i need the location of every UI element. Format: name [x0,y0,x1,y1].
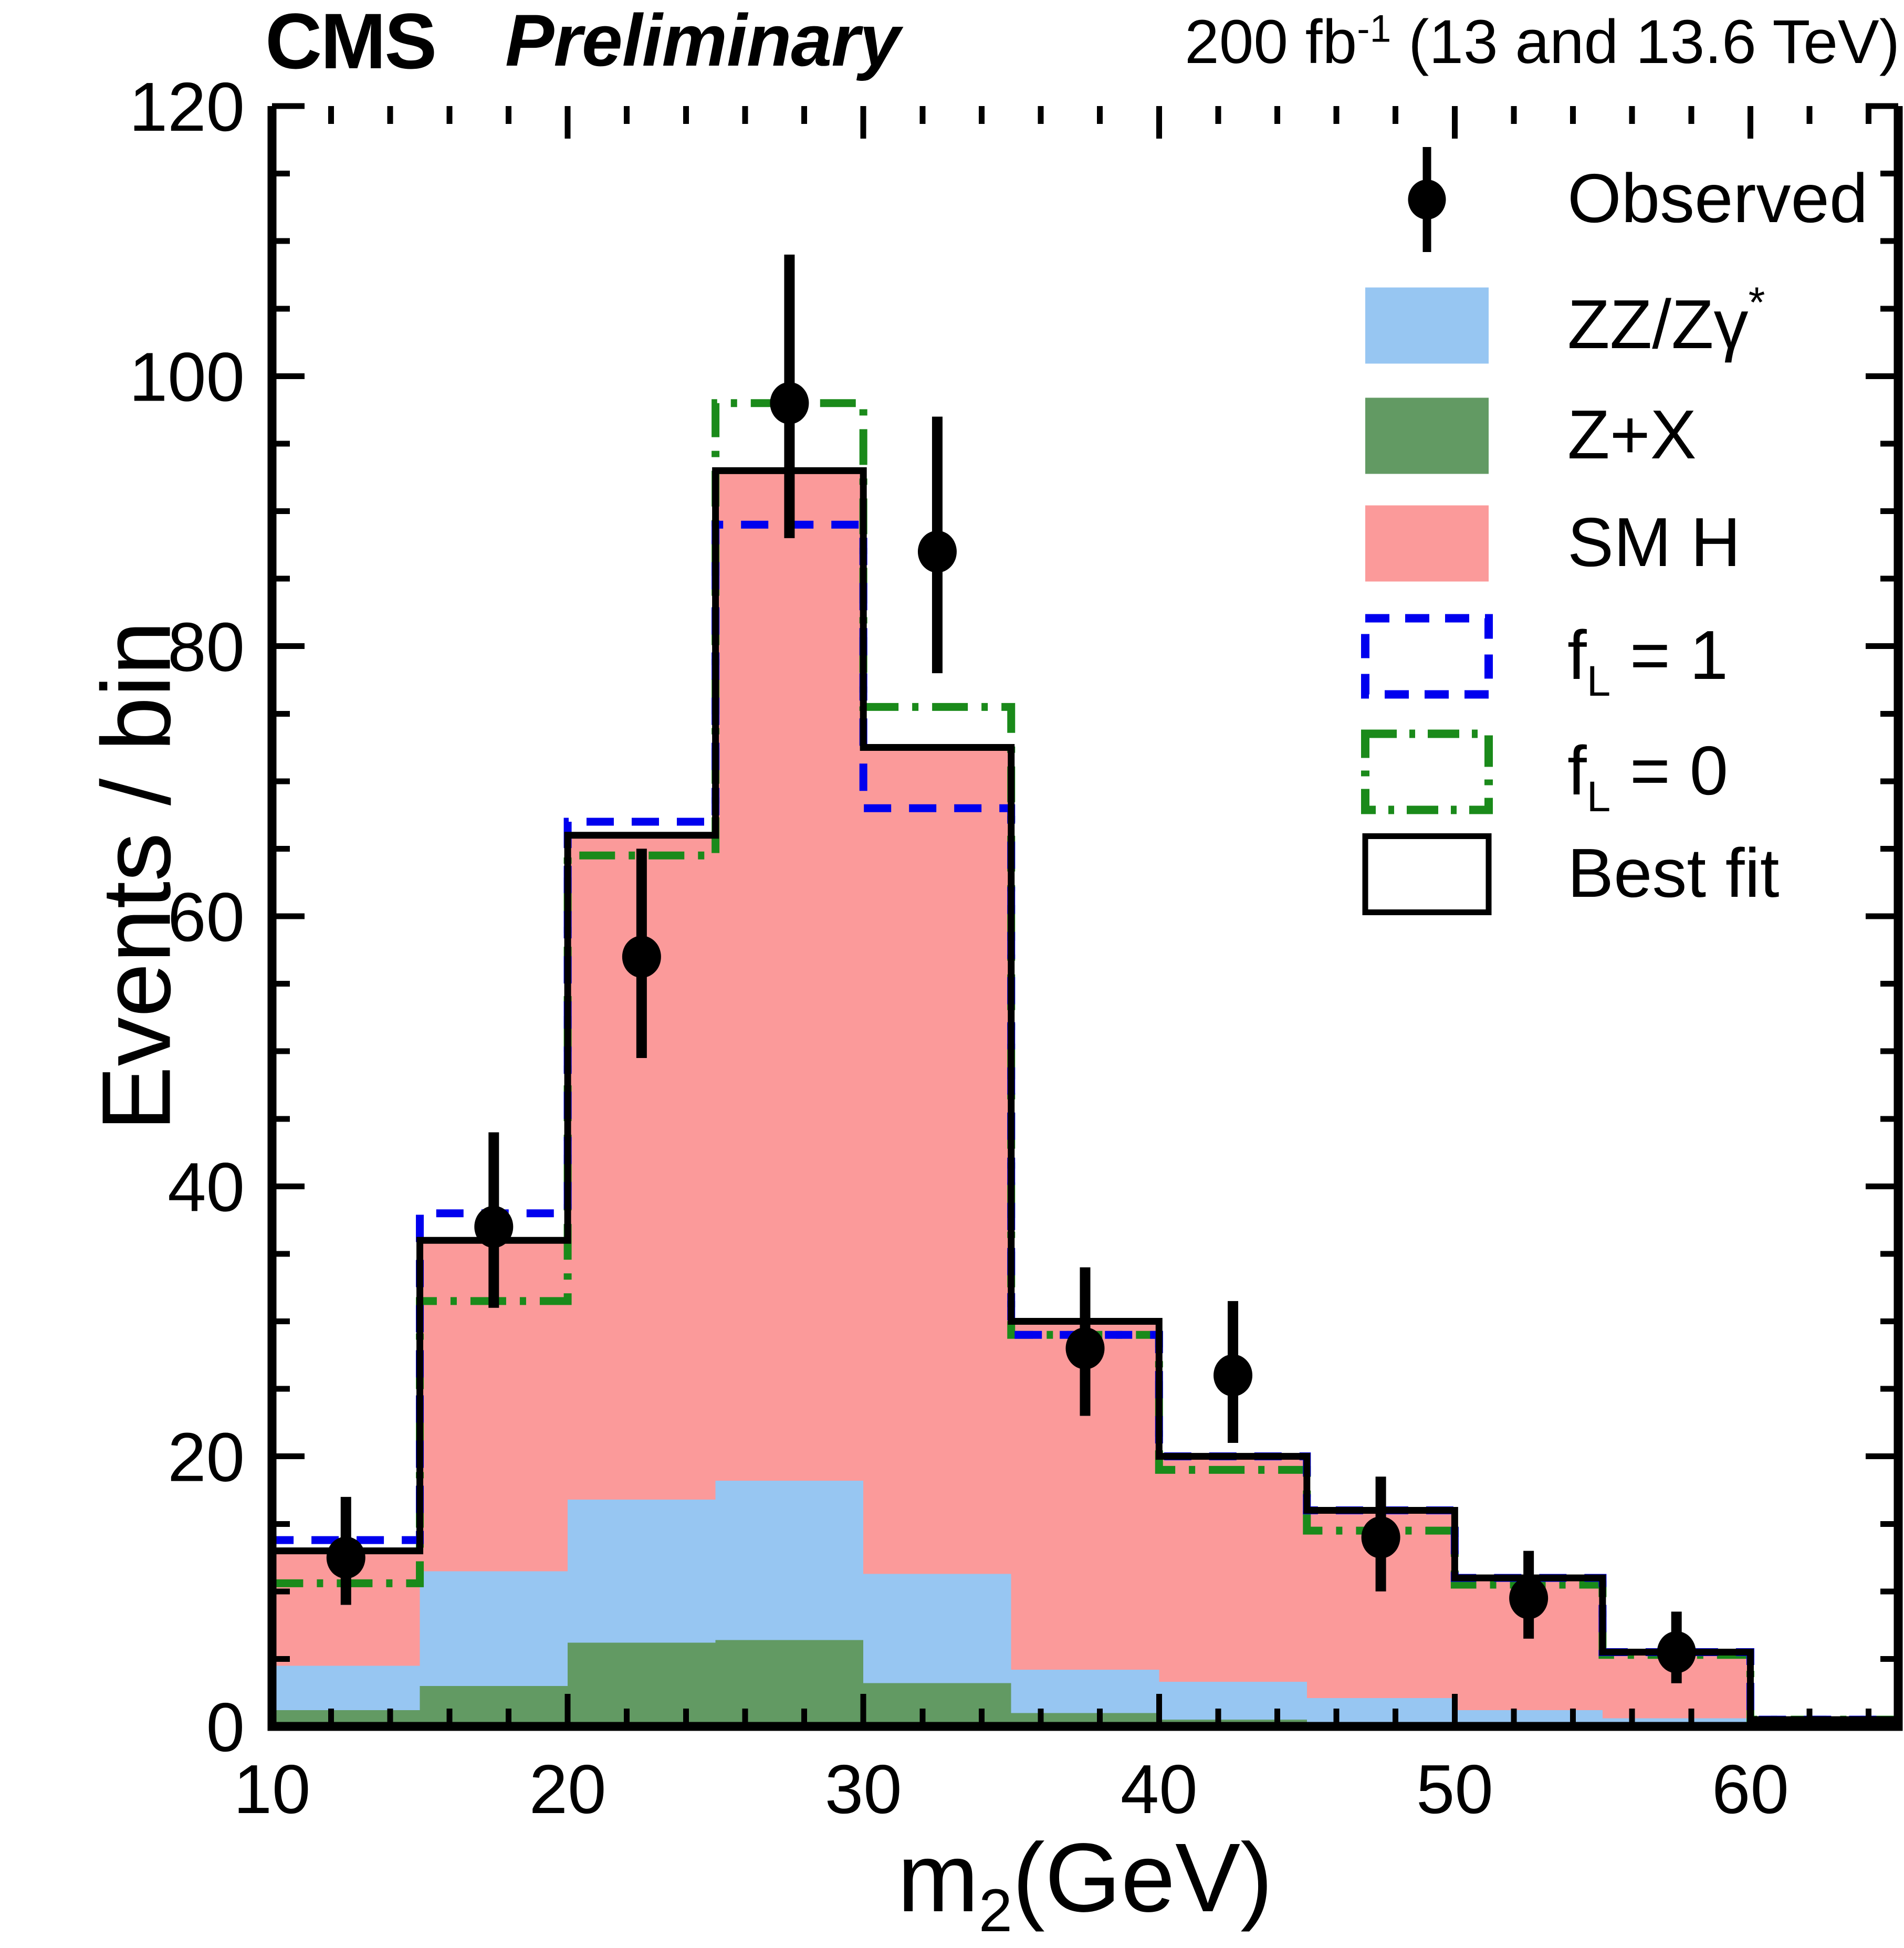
observed-marker [1213,1354,1253,1397]
stack-segment [1159,1682,1307,1720]
x-axis-title-main: m [897,1824,979,1932]
stack-segment [715,470,864,1481]
stack-segment [863,1683,1011,1726]
legend-entry[interactable]: ZZ/Zγ* [1365,279,1765,364]
legend-entry[interactable]: Best fit [1362,833,1779,915]
observed-marker [1657,1631,1696,1673]
axis-frame [267,106,1903,1731]
y-tick-label: 40 [168,1148,245,1226]
legend-outline-swatch [1361,729,1493,814]
x-axis-title-unit: (GeV) [1012,1824,1273,1932]
legend-label: Best fit [1567,834,1779,912]
legend-entry[interactable]: Z+X [1365,396,1697,474]
observed-marker [1065,1327,1105,1369]
frame-lines [267,106,1903,1731]
stack-segment [272,1666,420,1711]
legend-label: SM H [1567,504,1741,581]
observed-marker [1361,1516,1400,1558]
legend-point-icon [1408,180,1446,219]
stack-segment [568,1499,716,1643]
legend-label: fL = 1 [1567,616,1728,705]
legend-label: Observed [1567,160,1868,237]
stack-segment [420,1685,568,1726]
luminosity-label: 200 fb-1 (13 and 13.6 TeV) [1185,6,1900,78]
legend: Observed ZZ/Zγ* Z+X SM H fL = 1 fL = 0 Best fi… [1361,147,1868,915]
axis-tick-labels: 0 20 40 60 80 100 120 10 20 30 40 50 60 [129,68,1789,1828]
x-axis-title-sub: 2 [978,1877,1013,1945]
y-tick-label: 80 [168,609,245,686]
observed-marker [622,936,661,978]
y-tick-label: 60 [168,878,245,956]
legend-label: Z+X [1567,396,1697,473]
x-tick-label: 20 [529,1751,606,1828]
legend-label: fL = 0 [1567,732,1728,821]
stack-segment [715,1480,864,1640]
stack-segment [420,1571,568,1686]
legend-outline-swatch [1362,833,1492,915]
legend-entry[interactable]: fL = 0 [1361,729,1728,821]
legend-entry[interactable]: Observed [1408,147,1868,252]
x-tick-label: 40 [1121,1751,1198,1828]
stack-segment [863,747,1011,1574]
observed-marker [917,530,957,573]
observed-marker [1509,1577,1549,1619]
observed-marker [326,1536,365,1579]
y-tick-label: 20 [168,1419,245,1496]
stack-segment [863,1574,1011,1683]
legend-outline-swatch [1361,614,1493,699]
lumi-exponent: -1 [1357,7,1392,50]
stack-segment [1455,1710,1603,1724]
legend-entry[interactable]: SM H [1365,504,1741,582]
legend-color-swatch [1365,397,1489,474]
y-tick-label: 0 [206,1689,245,1766]
x-tick-label: 10 [234,1751,311,1828]
legend-color-swatch [1365,505,1489,582]
x-tick-label: 60 [1712,1751,1789,1828]
x-tick-label: 50 [1416,1751,1493,1828]
x-axis-title: m2(GeV) [272,1822,1898,1945]
legend-label: ZZ/Zγ* [1567,279,1765,363]
observed-marker [770,382,809,424]
stack-segment [715,1640,864,1726]
stack-segment [1159,1456,1307,1682]
cms-logo-text: CMS [265,0,437,85]
legend-entry[interactable]: fL = 1 [1361,614,1728,705]
stacked-histogram [272,470,1898,1726]
y-tick-label: 100 [129,338,245,415]
lumi-value: 200 fb [1185,7,1357,77]
stack-segment [1306,1698,1455,1723]
lumi-energy: (13 and 13.6 TeV) [1391,7,1900,77]
stack-segment [1011,1669,1159,1713]
observed-marker [474,1206,514,1248]
x-tick-label: 30 [825,1751,902,1828]
legend-color-swatch [1365,287,1489,364]
y-tick-label: 120 [129,68,245,145]
observed-data-points [326,254,1696,1683]
stack-segment [568,1642,716,1726]
preliminary-label: Preliminary [505,0,901,81]
